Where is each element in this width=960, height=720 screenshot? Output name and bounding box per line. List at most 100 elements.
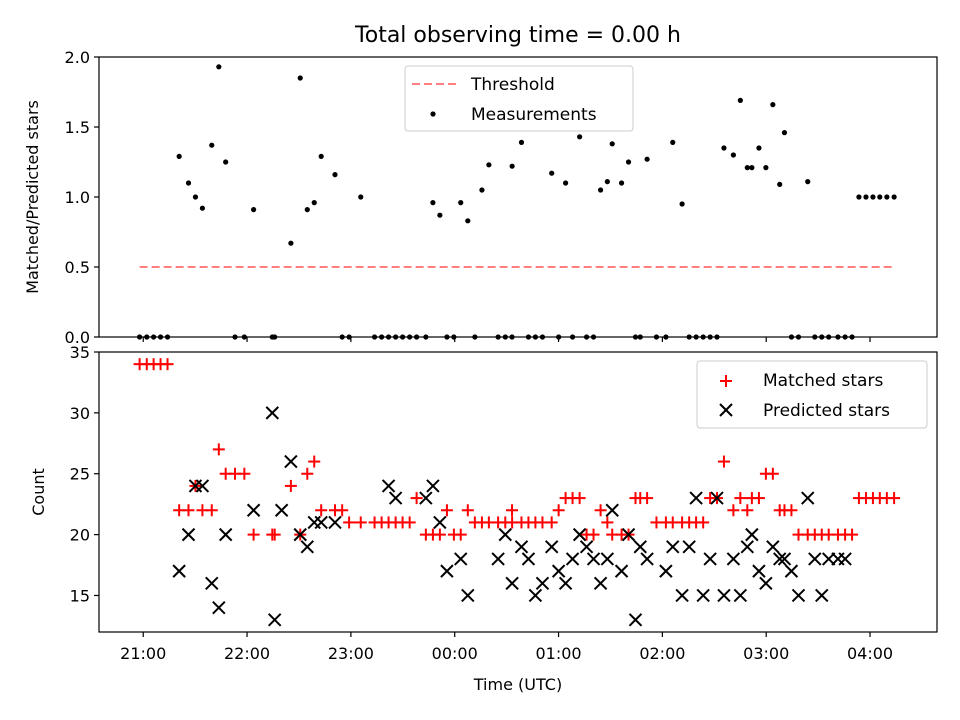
predicted-star-point (717, 588, 731, 603)
matched-star-point (545, 516, 558, 529)
legend-swatch-predicted (719, 403, 733, 417)
predicted-star-point (528, 588, 543, 603)
predicted-star-point (703, 552, 717, 566)
measurement-point (304, 207, 310, 213)
matched-star-point (587, 528, 600, 541)
predicted-star-point (633, 540, 647, 554)
matched-star-point (734, 492, 747, 505)
predicted-star-point (600, 552, 615, 566)
measurement-point (251, 207, 257, 213)
matched-star-point (573, 492, 586, 505)
measurement-point (644, 156, 650, 162)
xtick-label: 21:00 (120, 644, 166, 663)
matched-star-point (506, 504, 519, 517)
bottom-ytick-label: 30 (70, 404, 90, 423)
measurement-point (781, 130, 788, 136)
measurement-point (756, 145, 762, 151)
measurement-point (749, 165, 755, 171)
chart-title: Total observing time = 0.00 h (354, 23, 681, 48)
matched-star-point (284, 479, 297, 492)
xtick-label: 00:00 (432, 644, 478, 663)
measurement-point (192, 194, 199, 200)
predicted-star-point (433, 515, 447, 530)
measurement-point (877, 194, 883, 200)
matched-star-point (552, 504, 565, 517)
measurement-point (549, 170, 555, 176)
matched-star-point (601, 516, 614, 529)
measurement-point (777, 181, 783, 187)
matched-star-point (594, 504, 607, 517)
predicted-star-point (784, 564, 799, 578)
matched-star-point (766, 467, 779, 480)
measurement-point (618, 180, 625, 186)
predicted-star-point (381, 479, 396, 493)
measurement-point (577, 134, 583, 140)
predicted-star-point (558, 576, 573, 591)
matched-star-point (641, 492, 654, 505)
measurement-point (358, 194, 364, 200)
predicted-star-point (766, 540, 780, 554)
predicted-star-point (491, 552, 505, 566)
measurement-point (209, 142, 215, 148)
predicted-star-point (815, 588, 829, 603)
predicted-star-point (733, 588, 748, 603)
top-x-axis (142, 337, 871, 342)
measurement-point (185, 180, 192, 186)
predicted-star-point (801, 491, 815, 505)
measurement-point (609, 141, 615, 147)
matched-star-point (888, 492, 901, 505)
predicted-star-point (307, 515, 321, 530)
predicted-star-point (544, 540, 559, 554)
measurement-point (870, 194, 876, 200)
predicted-star-point (218, 527, 233, 542)
matched-star-point (161, 358, 174, 371)
predicted-star-point (454, 552, 468, 566)
top-ytick-label: 1.0 (65, 188, 90, 207)
measurement-point (625, 159, 632, 165)
measurement-point (223, 159, 229, 165)
predicted-star-point (628, 613, 643, 627)
predicted-star-point (300, 540, 314, 554)
legend-swatch-matched (720, 375, 732, 387)
measurement-point (763, 165, 769, 171)
predicted-star-point (328, 515, 342, 530)
matched-star-point (308, 455, 321, 468)
predicted-star-point (440, 564, 454, 578)
matched-star-point (238, 467, 251, 480)
matched-star-point (343, 516, 356, 529)
predicted-star-point (791, 588, 806, 603)
measurement-point (730, 152, 736, 158)
matched-star-point (741, 504, 754, 517)
predicted-star-point (284, 454, 298, 469)
predicted-star-point (265, 406, 279, 420)
measurement-point (670, 139, 676, 145)
measurement-point (604, 179, 610, 185)
measurement-point (465, 218, 471, 224)
matched-star-point (205, 504, 218, 517)
bottom-y-axis-label: Count (29, 468, 48, 516)
measurement-point (597, 187, 604, 193)
predicted-star-point (777, 552, 792, 566)
matched-star-point (454, 528, 467, 541)
predicted-star-point (388, 491, 403, 505)
measurement-point (311, 200, 317, 206)
predicted-star-point (181, 527, 196, 542)
predicted-star-point (572, 527, 587, 542)
top-panel: Total observing time = 0.00 h 0.0 0.5 1.0 1… (23, 23, 938, 347)
predicted-star-point (172, 564, 186, 578)
top-ytick-label: 2.0 (65, 48, 90, 67)
predicted-star-point (726, 552, 741, 566)
predicted-star-point (579, 540, 594, 554)
predicted-star-point (666, 540, 680, 554)
measurement-point (770, 102, 776, 108)
matched-star-point (315, 504, 328, 517)
legend-label-predicted: Predicted stars (763, 401, 890, 421)
measurement-point (737, 97, 743, 103)
measurement-point (884, 194, 890, 200)
bottom-ytick-label: 35 (70, 343, 90, 362)
xtick-label: 01:00 (535, 644, 581, 663)
top-ytick-label: 0.5 (65, 258, 90, 277)
predicted-star-point (710, 491, 724, 505)
legend-label-threshold: Threshold (470, 75, 555, 95)
